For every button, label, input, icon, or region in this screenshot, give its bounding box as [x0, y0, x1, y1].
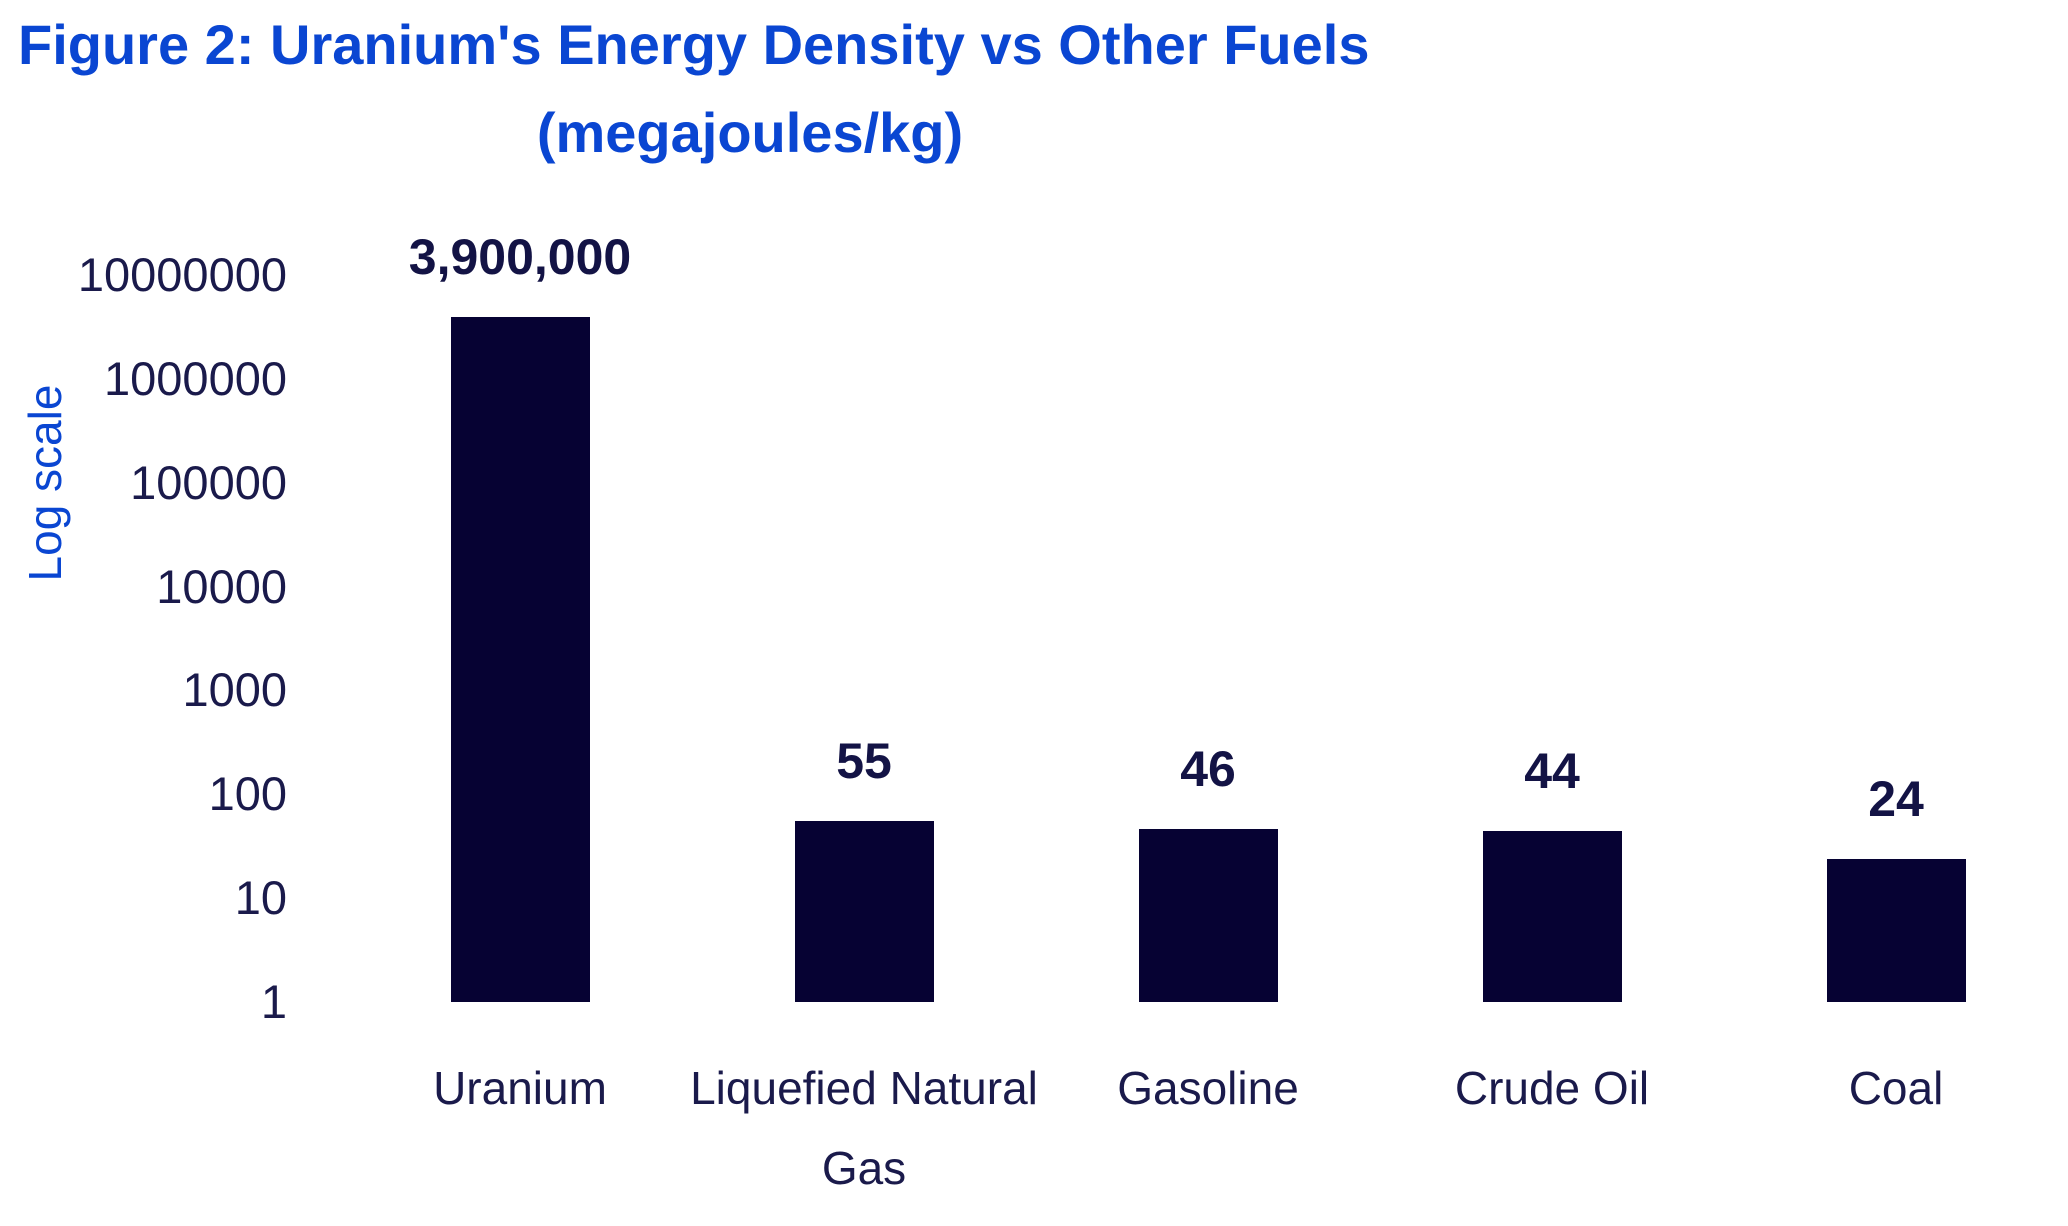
x-axis-label-coal: Coal: [1848, 1062, 1944, 1114]
bar-coal: [1826, 858, 1966, 1002]
chart-subtitle: (megajoules/kg): [536, 101, 964, 164]
bar-value-label-uranium: 3,900,000: [408, 229, 632, 286]
x-axis-label-liquefied-natural-gas: Liquefied Natural Gas: [690, 1062, 1038, 1194]
bar-liquefied-natural-gas: [794, 821, 934, 1002]
y-tick-label-100000: 100000: [130, 455, 287, 509]
bar-value-label-liquefied-natural-gas: 55: [836, 733, 892, 790]
y-tick-label-1: 1: [260, 975, 287, 1028]
y-tick-label-10000: 10000: [156, 559, 287, 613]
x-axis-label-crude-oil: Crude Oil: [1454, 1062, 1650, 1114]
bar-gasoline: [1138, 829, 1278, 1002]
bar-uranium: [450, 317, 590, 1002]
y-tick-label-10: 10: [234, 871, 287, 925]
x-axis-label-uranium: Uranium: [433, 1062, 607, 1114]
bar-value-label-coal: 24: [1868, 770, 1924, 827]
bar-value-label-gasoline: 46: [1180, 741, 1236, 798]
chart-title: Figure 2: Uranium's Energy Density vs Ot…: [18, 13, 1370, 76]
y-tick-label-100: 100: [208, 767, 287, 821]
bar-crude-oil: [1482, 831, 1622, 1002]
y-tick-label-1000: 1000: [182, 663, 287, 717]
x-axis-label-gasoline: Gasoline: [1117, 1062, 1299, 1114]
bar-value-label-crude-oil: 44: [1524, 743, 1580, 800]
y-tick-label-10000000: 10000000: [77, 248, 287, 301]
y-tick-label-1000000: 1000000: [104, 351, 287, 405]
